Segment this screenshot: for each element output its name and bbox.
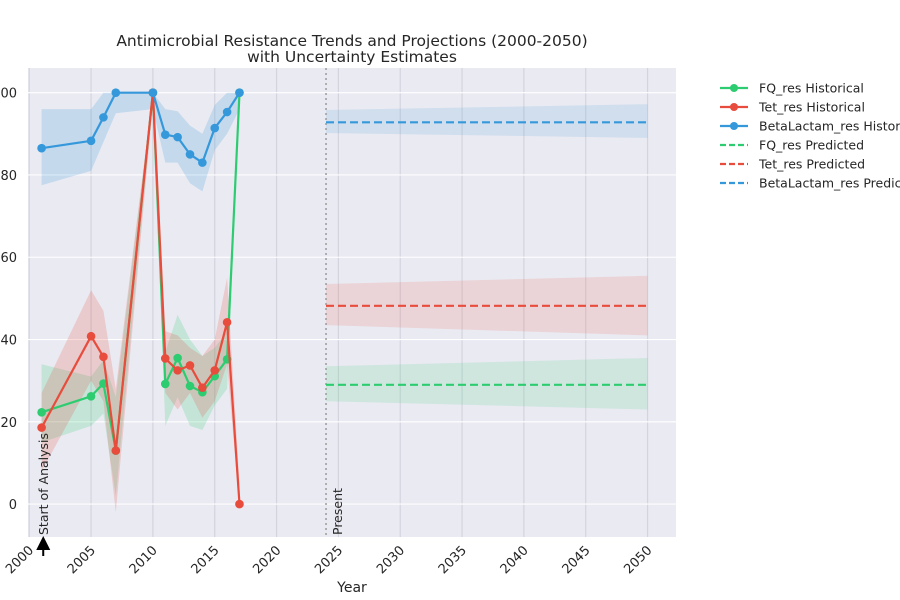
grid — [28, 68, 676, 537]
y-tick-label: 40 — [0, 334, 17, 349]
legend: FQ_res Historical Tet_res Historical BetaL… — [720, 81, 900, 191]
legend-label: Tet_res Predicted — [758, 157, 865, 172]
data-point — [37, 423, 46, 432]
data-point — [210, 366, 220, 375]
x-tick-label: 2050 — [621, 543, 655, 577]
x-tick-label: 2010 — [127, 543, 161, 577]
data-point — [185, 361, 195, 370]
data-point — [185, 381, 195, 391]
legend-label: Tet_res Historical — [758, 100, 865, 115]
x-tick-label: 2025 — [312, 543, 346, 577]
x-tick-label: 2035 — [436, 543, 470, 577]
x-tick-label: 2045 — [560, 543, 594, 577]
data-point — [173, 353, 182, 363]
start-of-analysis-label: Start of Analysis — [36, 433, 51, 535]
x-tick-label: 2005 — [65, 543, 99, 577]
x-tick-label: 2040 — [498, 543, 532, 577]
y-tick-label: 100 — [0, 87, 17, 102]
chart-title: Antimicrobial Resistance Trends and Proj… — [116, 32, 587, 50]
x-tick-label: 2030 — [374, 543, 408, 577]
data-point — [37, 143, 46, 153]
data-point — [198, 158, 207, 167]
x-tick-label: 2015 — [189, 543, 223, 577]
data-point — [111, 446, 121, 455]
data-point — [185, 150, 195, 159]
data-point — [235, 499, 244, 509]
legend-label: BetaLactam_res Predicted — [759, 176, 900, 191]
x-tick-labels: 2000 2005 2010 2015 2020 2025 2030 2035 2040 2045… — [3, 543, 655, 577]
legend-marker — [730, 103, 738, 111]
present-label: Present — [330, 488, 345, 535]
data-point — [99, 352, 108, 362]
data-point — [235, 88, 244, 97]
data-point — [111, 88, 121, 97]
legend-label: FQ_res Historical — [759, 81, 864, 96]
data-point — [86, 392, 96, 401]
plot-background — [28, 68, 676, 537]
y-tick-labels: 0 20 40 60 80 100 — [0, 87, 17, 513]
data-point — [86, 331, 96, 341]
y-tick-label: 80 — [0, 169, 17, 184]
chart-subtitle: with Uncertainty Estimates — [247, 48, 457, 66]
legend-marker — [730, 84, 738, 92]
data-point — [86, 136, 96, 146]
x-axis-label: Year — [336, 580, 367, 596]
uncertainty-band — [41, 92, 240, 192]
x-tick-label: 2020 — [250, 543, 284, 577]
data-point — [99, 113, 108, 122]
annotations: Present Start of Analysis — [36, 433, 345, 556]
series-lines — [37, 88, 648, 509]
data-point — [173, 132, 182, 142]
data-point — [37, 408, 46, 417]
data-point — [198, 383, 207, 392]
legend-marker — [730, 122, 738, 130]
y-tick-label: 0 — [9, 498, 17, 513]
start-arrow-head — [36, 536, 51, 550]
x-tick-label: 2000 — [3, 543, 37, 577]
data-point — [173, 366, 182, 375]
y-tick-label: 20 — [0, 416, 17, 431]
uncertainty-band — [326, 104, 648, 138]
data-point — [160, 130, 170, 139]
legend-label: BetaLactam_res Historical — [759, 119, 900, 134]
data-point — [222, 317, 232, 327]
data-point — [160, 354, 170, 363]
data-point — [148, 88, 158, 97]
data-point — [160, 379, 170, 389]
data-point — [222, 107, 232, 117]
y-tick-label: 60 — [0, 251, 17, 266]
data-point — [210, 123, 220, 133]
legend-label: FQ_res Predicted — [759, 138, 864, 153]
